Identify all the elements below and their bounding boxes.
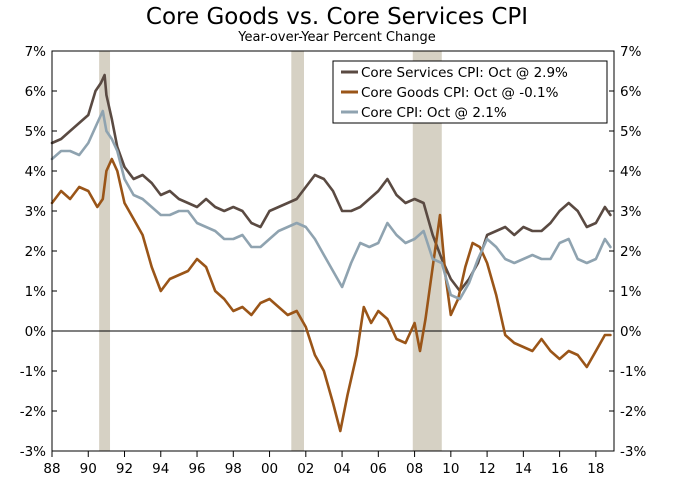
y-tick-label-left: -3% [20, 444, 46, 460]
x-tick-label: 18 [587, 461, 604, 477]
y-tick-label-left: 5% [25, 124, 47, 140]
y-tick-label-right: 2% [620, 244, 642, 260]
x-tick-label: 06 [370, 461, 387, 477]
series-lines [50, 73, 612, 433]
chart-subtitle: Year-over-Year Percent Change [237, 30, 435, 45]
x-tick-label: 96 [188, 461, 205, 477]
y-tick-label-left: -2% [20, 404, 46, 420]
x-tick-label: 92 [116, 461, 133, 477]
x-tick-label: 88 [43, 461, 60, 477]
recession-band-2 [291, 51, 304, 451]
y-tick-label-right: 5% [620, 124, 642, 140]
series-line-3 [50, 109, 612, 301]
x-tick-label: 04 [333, 461, 350, 477]
chart-title: Core Goods vs. Core Services CPI [146, 4, 528, 30]
y-tick-label-right: -3% [620, 444, 646, 460]
y-tick-label-left: 3% [25, 204, 47, 220]
y-tick-label-right: -1% [620, 364, 646, 380]
x-tick-label: 14 [515, 461, 532, 477]
legend: Core Services CPI: Oct @ 2.9% Core Goods… [332, 60, 608, 124]
x-tick-label: 00 [261, 461, 278, 477]
x-tick-label: 12 [479, 461, 496, 477]
y-tick-label-right: 3% [620, 204, 642, 220]
y-tick-label-left: 4% [25, 164, 47, 180]
y-tick-label-left: 1% [25, 284, 47, 300]
y-tick-label-right: 4% [620, 164, 642, 180]
axis-ticks: -3% -3% -2% -2% -1% -1% 0% 0% 1% 1% 2% 2% 3% 3% 4% 4% 5%… [20, 44, 647, 477]
recession-band-1 [99, 51, 111, 451]
y-tick-label-left: -1% [20, 364, 46, 380]
y-tick-label-right: 0% [620, 324, 642, 340]
legend-box [332, 60, 608, 124]
x-tick-label: 98 [225, 461, 242, 477]
series-line-2 [50, 157, 612, 433]
series-line-1 [50, 73, 612, 293]
x-tick-label: 02 [297, 461, 314, 477]
y-tick-label-right: 7% [620, 44, 642, 60]
x-tick-label: 94 [152, 461, 169, 477]
x-tick-label: 90 [80, 461, 97, 477]
y-tick-label-right: 6% [620, 84, 642, 100]
y-tick-label-left: 2% [25, 244, 47, 260]
y-tick-label-left: 0% [25, 324, 47, 340]
legend-label-core-services: Core Services CPI: Oct @ 2.9% [361, 65, 568, 81]
legend-label-core-cpi: Core CPI: Oct @ 2.1% [361, 105, 507, 121]
y-tick-label-left: 6% [25, 84, 47, 100]
x-tick-label: 08 [406, 461, 423, 477]
x-tick-label: 16 [551, 461, 568, 477]
y-tick-label-left: 7% [25, 44, 47, 60]
x-tick-label: 10 [442, 461, 459, 477]
legend-label-core-goods: Core Goods CPI: Oct @ -0.1% [361, 85, 559, 101]
y-tick-label-right: -2% [620, 404, 646, 420]
y-tick-label-right: 1% [620, 284, 642, 300]
